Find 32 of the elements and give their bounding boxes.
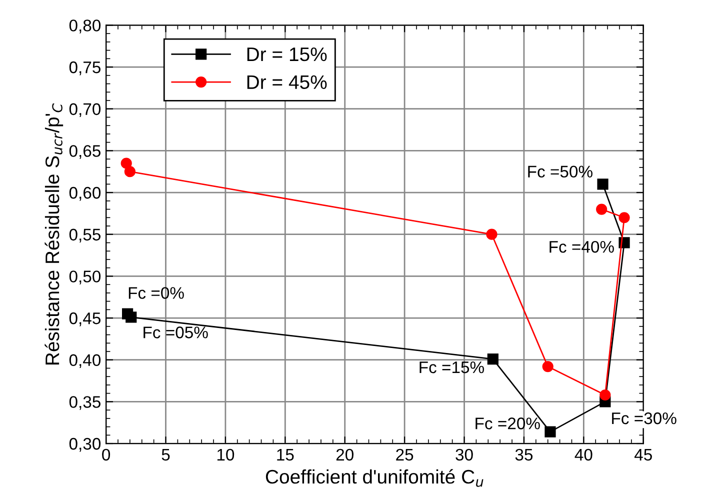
- y-tick-label: 0,80: [69, 20, 101, 34]
- x-tick-label: 20: [336, 448, 354, 461]
- legend-label: Dr = 15%: [247, 47, 327, 62]
- x-tick-label: 35: [515, 448, 533, 461]
- y-tick-label: 0,40: [69, 354, 101, 368]
- y-tick-label: 0,30: [69, 438, 101, 452]
- y-tick-label: 0,55: [69, 228, 100, 243]
- y-tick-label: 0,60: [69, 186, 101, 201]
- y-tick-label: 0,45: [69, 312, 100, 326]
- annotation: Fc =40%: [550, 240, 614, 253]
- annotation: Fc =15%: [420, 361, 484, 374]
- x-tick-label: 0: [102, 448, 110, 461]
- x-tick-label: 45: [634, 448, 652, 461]
- y-tick-label: 0,50: [69, 270, 101, 284]
- annotation: Fc =20%: [476, 418, 540, 430]
- x-tick-label: 40: [574, 448, 592, 461]
- y-tick-label: 0,65: [69, 145, 100, 159]
- annotation: Fc =05%: [144, 326, 208, 338]
- annotation: Fc =50%: [528, 166, 592, 178]
- y-tick-label: 0,75: [69, 61, 100, 76]
- x-tick-label: 25: [396, 448, 414, 461]
- annotation: Fc =0%: [128, 287, 184, 299]
- y-tick-label: 0,35: [69, 396, 100, 410]
- x-tick-label: 30: [456, 448, 473, 461]
- x-tick-label: 10: [217, 448, 234, 461]
- x-tick-label: 5: [162, 448, 170, 461]
- y-axis-title: Résistance Résiduelle S$_{ucr}$/p'$_{C}$: [44, 103, 64, 364]
- y-tick-label: 0,70: [69, 103, 101, 118]
- x-axis-title: Coefficient d'unifomité C$_{u}$: [266, 469, 484, 487]
- legend-label: Dr = 45%: [247, 75, 327, 90]
- annotation: Fc =30%: [612, 412, 676, 424]
- x-tick-label: 15: [277, 448, 294, 461]
